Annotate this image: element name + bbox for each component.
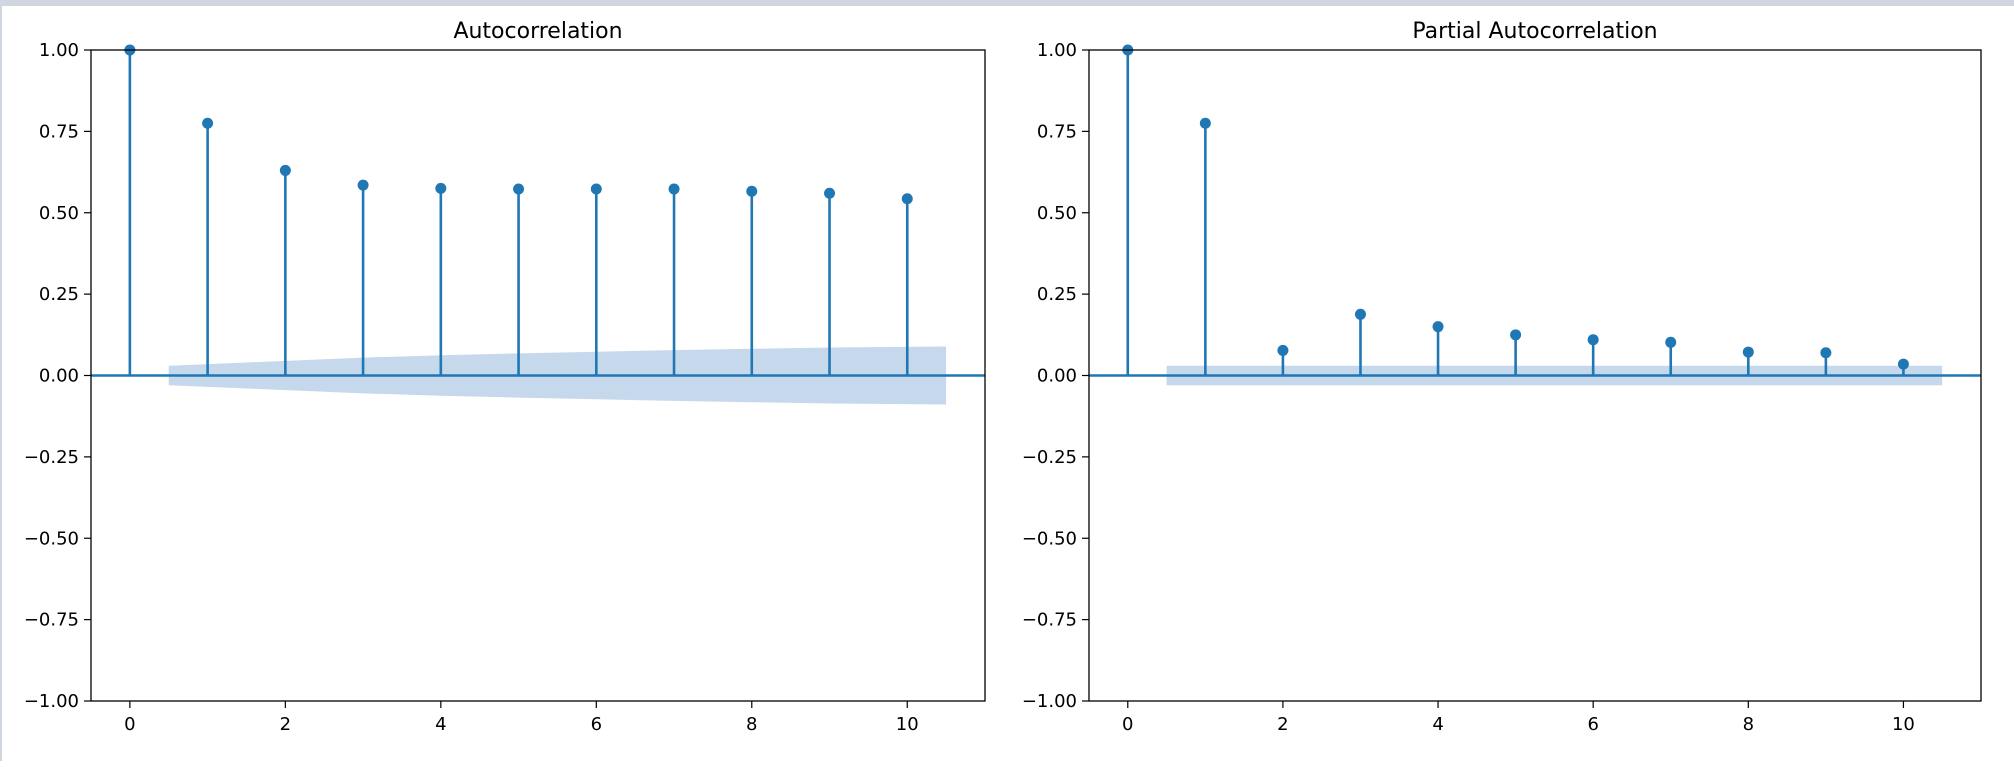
y-tick-label: 1.00 (1037, 40, 1077, 61)
marker-lag-7 (1665, 336, 1677, 348)
acf-axes: 1.00 0.75 0.50 0.25 0.00 −0.25 −0.50 −0.75 −1.00… (24, 19, 986, 735)
marker-lag-10 (1897, 358, 1909, 370)
chart-title: Autocorrelation (453, 19, 622, 44)
x-tick-label: 4 (1432, 714, 1443, 735)
y-tick-label: −0.75 (1022, 610, 1077, 631)
y-tick-label: −1.00 (1022, 691, 1077, 712)
marker-lag-8 (1742, 346, 1754, 358)
x-tick-label: 0 (124, 714, 135, 735)
marker-lag-9 (1820, 347, 1832, 359)
y-tick-label: 0.75 (39, 121, 79, 142)
marker-lag-5 (1510, 329, 1522, 341)
y-tick-label: 1.00 (39, 40, 79, 61)
marker-lag-6 (1587, 334, 1599, 346)
y-tick-label: 0.25 (39, 284, 79, 305)
y-tick-label: −0.25 (1022, 447, 1077, 468)
x-tick-label: 4 (435, 714, 446, 735)
x-tick-label: 6 (1587, 714, 1598, 735)
x-tick-label: 2 (280, 714, 291, 735)
marker-lag-3 (357, 179, 369, 191)
marker-lag-6 (590, 183, 602, 195)
y-tick-label: 0.00 (1037, 366, 1077, 387)
marker-lag-4 (1432, 321, 1444, 333)
marker-lag-9 (824, 187, 836, 199)
marker-lag-3 (1354, 308, 1366, 320)
marker-lag-4 (435, 182, 447, 194)
marker-lag-2 (1277, 344, 1289, 356)
y-tick-label: −0.50 (1022, 528, 1077, 549)
x-tick-label: 8 (1743, 714, 1754, 735)
y-tick-label: −0.25 (24, 447, 79, 468)
x-tick-label: 2 (1277, 714, 1288, 735)
x-tick-label: 0 (1122, 714, 1133, 735)
marker-lag-8 (746, 185, 758, 197)
x-tick-label: 10 (1892, 714, 1915, 735)
marker-lag-10 (901, 193, 913, 205)
marker-lag-2 (279, 164, 291, 176)
y-tick-label: −1.00 (24, 691, 79, 712)
x-tick-label: 6 (591, 714, 602, 735)
y-tick-label: 0.00 (39, 366, 79, 387)
acf-pacf-figure: 1.00 0.75 0.50 0.25 0.00 −0.25 −0.50 −0.75 −1.00… (24, 19, 1982, 735)
marker-lag-5 (513, 183, 525, 195)
chart-title: Partial Autocorrelation (1412, 19, 1657, 44)
marker-lag-1 (1199, 117, 1211, 129)
y-tick-label: 0.50 (39, 203, 79, 224)
y-tick-label: −0.75 (24, 610, 79, 631)
y-tick-label: 0.75 (1037, 121, 1077, 142)
pacf-axes: 1.00 0.75 0.50 0.25 0.00 −0.25 −0.50 −0.75 −1.00… (1022, 19, 1982, 735)
marker-lag-1 (202, 117, 214, 129)
y-tick-label: −0.50 (24, 528, 79, 549)
y-tick-label: 0.25 (1037, 284, 1077, 305)
marker-lag-7 (668, 183, 680, 195)
y-tick-label: 0.50 (1037, 203, 1077, 224)
x-tick-label: 10 (896, 714, 919, 735)
x-tick-label: 8 (746, 714, 757, 735)
